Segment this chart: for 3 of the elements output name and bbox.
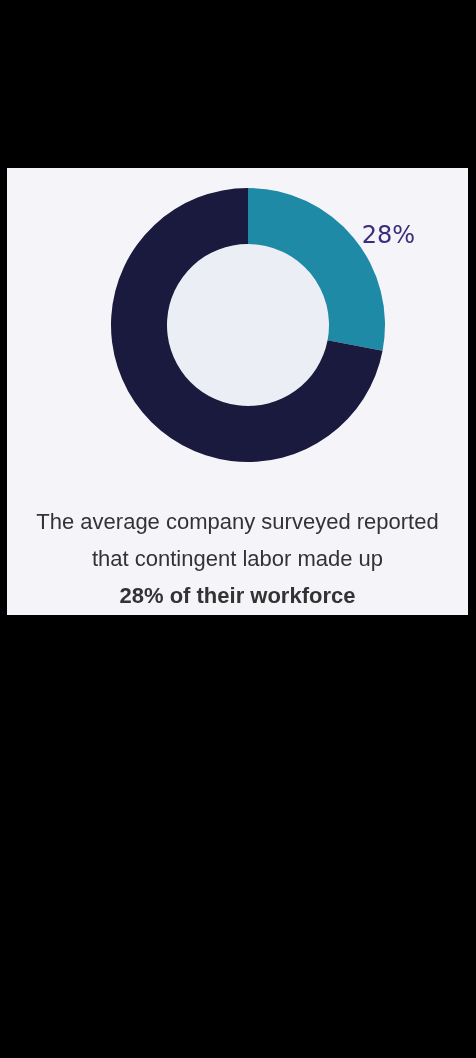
data-label: 28% bbox=[361, 221, 415, 250]
text: 28% of their workforce bbox=[118, 582, 357, 610]
text: The average company surveyed reported that contingent labor made up bbox=[35, 508, 440, 573]
